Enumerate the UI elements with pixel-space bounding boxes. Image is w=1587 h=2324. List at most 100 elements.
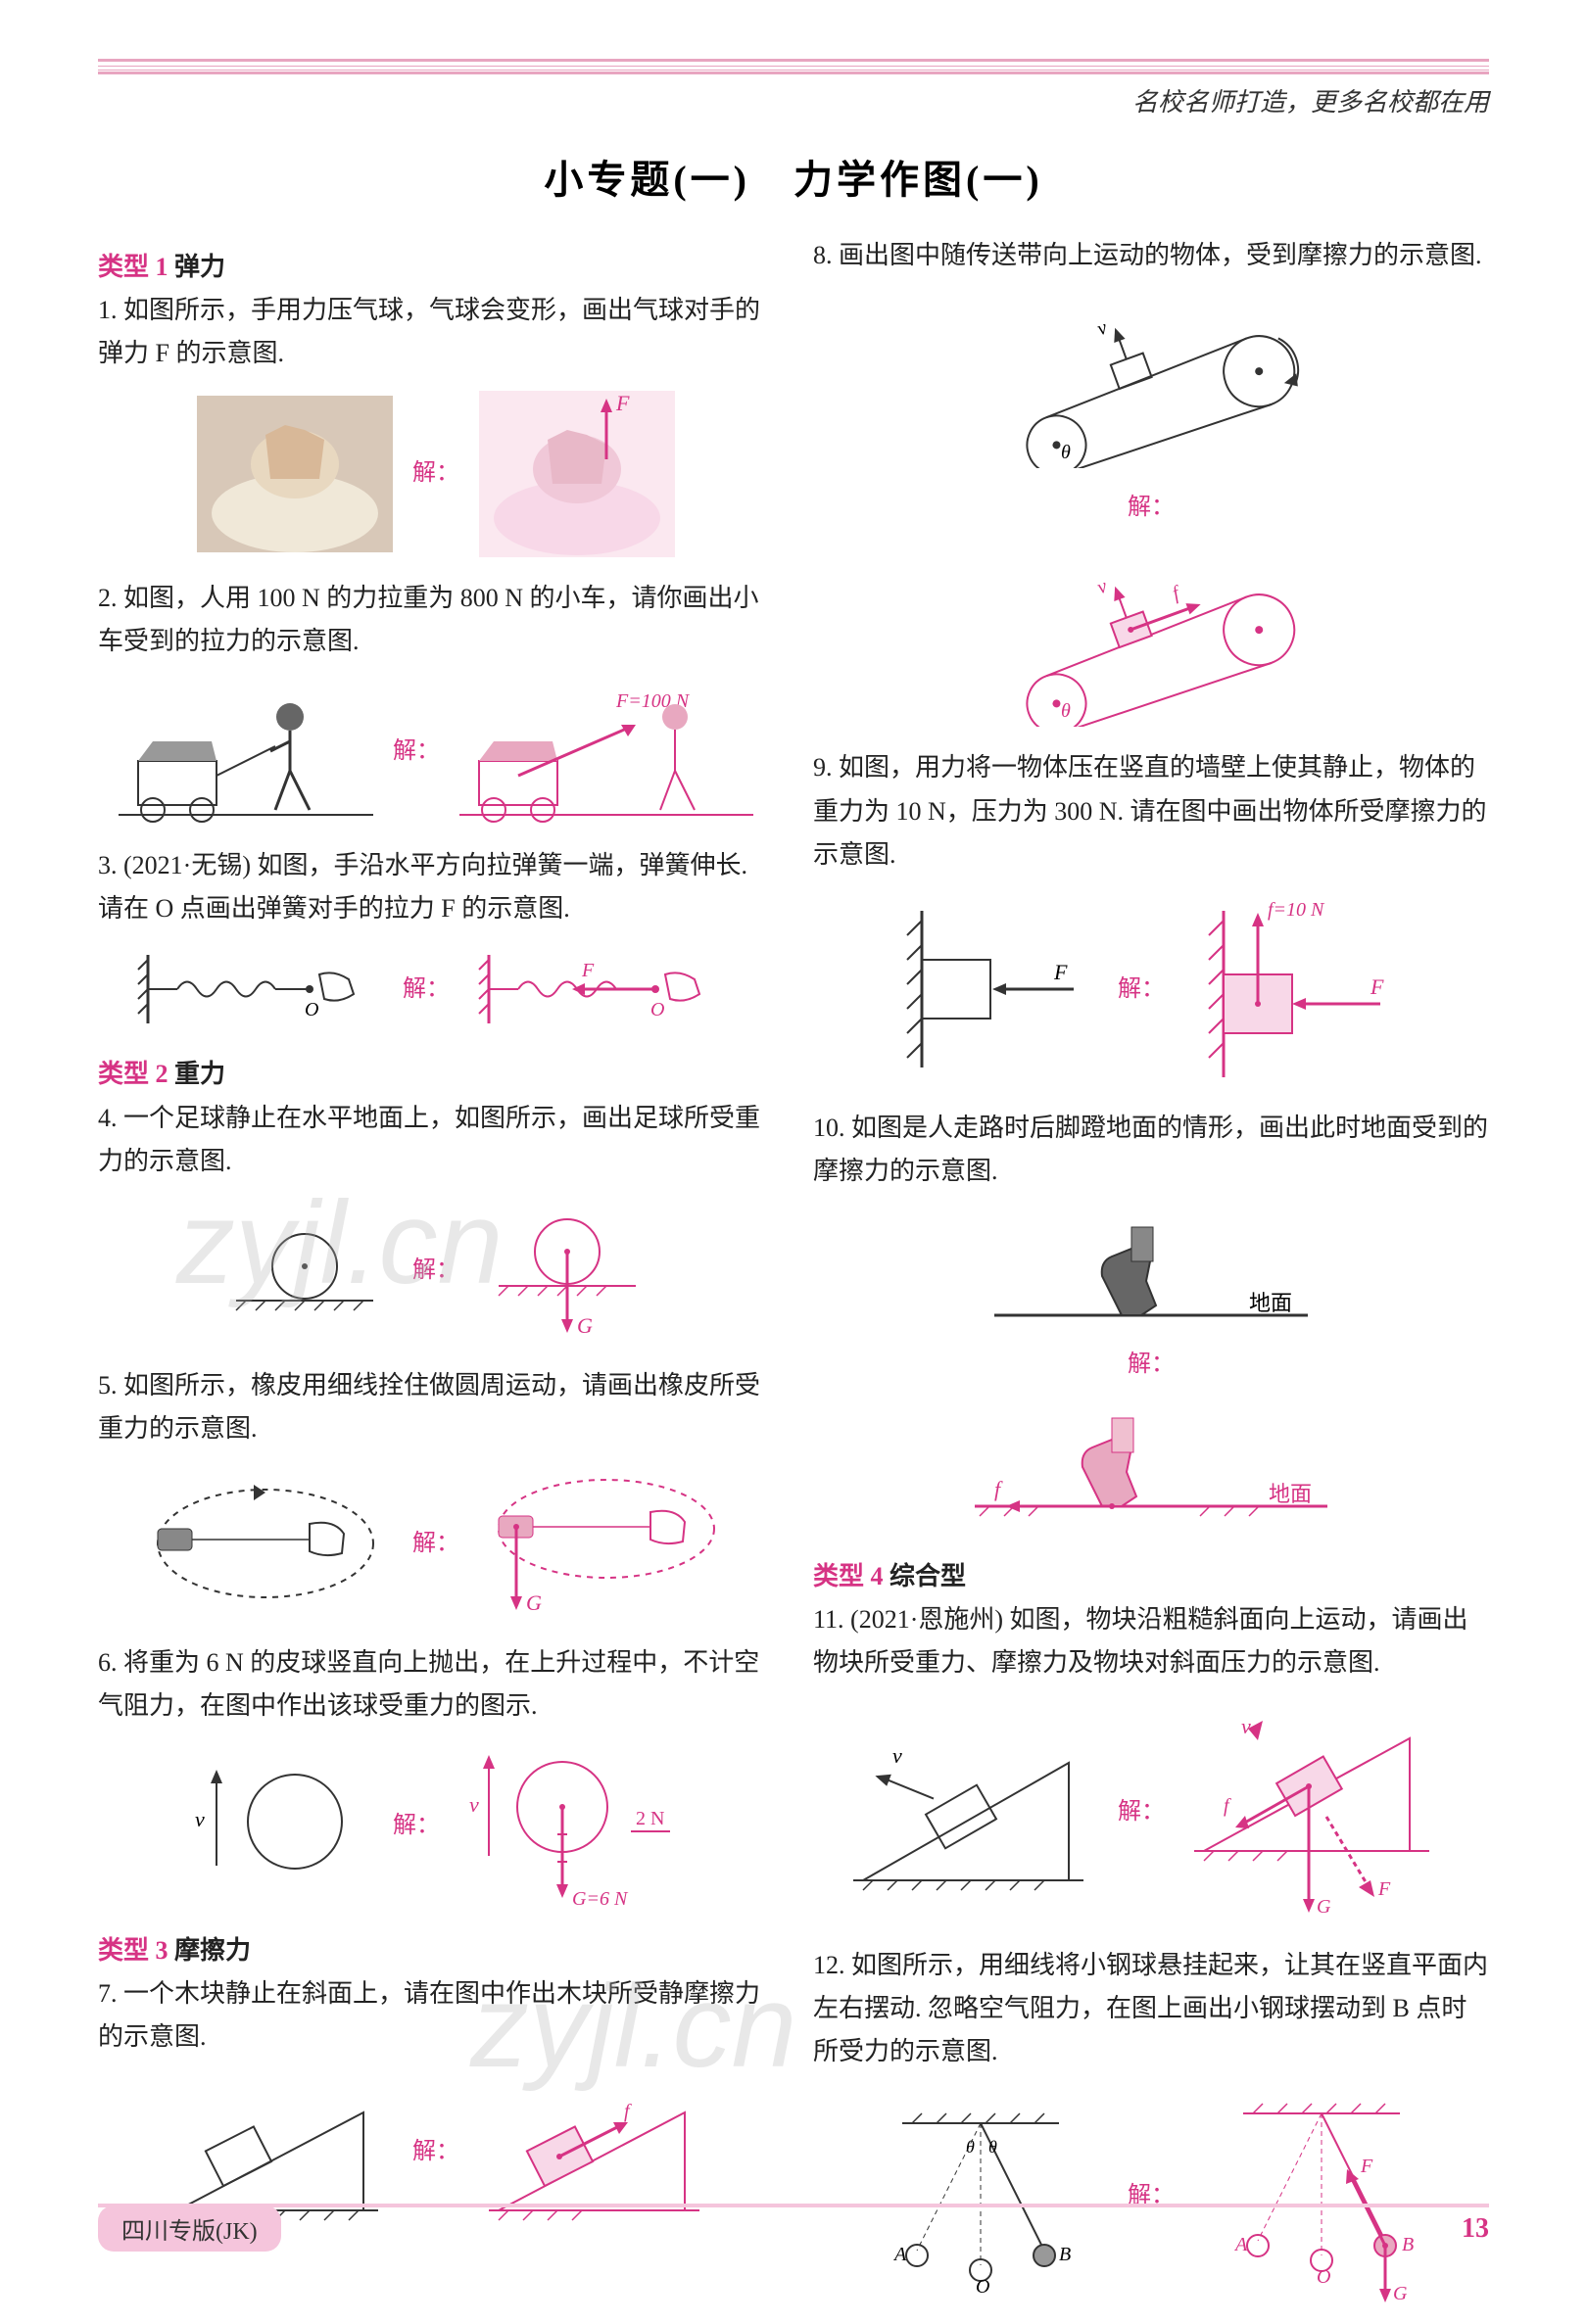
svg-text:f=10 N: f=10 N <box>1268 899 1325 921</box>
q6-text: 6. 将重为 6 N 的皮球竖直向上抛出，在上升过程中，不计空气阻力，在图中作出… <box>98 1648 759 1720</box>
q10-text: 10. 如图是人走路时后脚蹬地面的情形，画出此时地面受到的摩擦力的示意图. <box>813 1114 1488 1185</box>
svg-text:v: v <box>469 1792 479 1817</box>
svg-text:G: G <box>1393 2283 1408 2304</box>
svg-text:θ: θ <box>1061 442 1071 463</box>
page-number: 13 <box>1462 2213 1489 2245</box>
q4-diagrams: 解： G <box>98 1198 774 1345</box>
type4-name: 综合型 <box>890 1562 966 1590</box>
q9-text: 9. 如图，用力将一物体压在竖直的墙壁上使其静止，物体的重力为 10 N，压力为… <box>813 753 1487 868</box>
type1-label: 类型 1 弹力 <box>98 246 774 289</box>
header-rule <box>98 59 1489 74</box>
q5-diagram-sol: G <box>479 1465 734 1622</box>
question-5: 5. 如图所示，橡皮用细线拴住做圆周运动，请画出橡皮所受重力的示意图. 解： <box>98 1364 774 1622</box>
q11-diagram-sol: G f F v <box>1184 1699 1459 1924</box>
q12-text: 12. 如图所示，用细线将小钢球悬挂起来，让其在竖直平面内左右摆动. 忽略空气阻… <box>813 1951 1488 2065</box>
svg-text:F: F <box>1360 2156 1373 2177</box>
q2-text: 2. 如图，人用 100 N 的力拉重为 800 N 的小车，请你画出小车受到的… <box>98 584 759 655</box>
q4-diagram-orig <box>216 1212 393 1330</box>
q9-diagram-sol: F f=10 N <box>1184 891 1419 1087</box>
q5-sol-label: 解： <box>412 1524 459 1564</box>
svg-text:θ: θ <box>988 2137 997 2157</box>
q3-sol-label: 解： <box>403 970 450 1010</box>
svg-text:f: f <box>624 2101 632 2122</box>
right-column: 8. 画出图中随传送带向上运动的物体，受到摩擦力的示意图. v <box>813 234 1489 2324</box>
type2-name: 重力 <box>174 1060 225 1088</box>
type3-num: 类型 3 <box>98 1936 168 1965</box>
q3-diagram-sol: O F <box>469 945 744 1033</box>
q1-diagrams: 解： F <box>98 391 774 557</box>
svg-text:O: O <box>976 2276 989 2295</box>
q4-sol-label: 解： <box>412 1251 459 1291</box>
q11-text: 11. (2021·恩施州) 如图，物块沿粗糙斜面向上运动，请画出物块所受重力、… <box>813 1605 1468 1677</box>
tagline: 名校名师打造，更多名校都在用 <box>98 82 1489 119</box>
q1-diagram-orig <box>197 396 393 552</box>
svg-text:v: v <box>1241 1714 1251 1738</box>
svg-text:f: f <box>1170 582 1184 604</box>
q11-sol-label: 解： <box>1118 1792 1165 1832</box>
svg-text:O: O <box>650 999 664 1020</box>
svg-text:2 N: 2 N <box>636 1808 664 1829</box>
left-column: 类型 1 弹力 1. 如图所示，手用力压气球，气球会变形，画出气球对手的弹力 F… <box>98 234 774 2324</box>
q8-diagram-sol: v f θ <box>985 550 1318 727</box>
q8-diagrams: v θ 解： <box>813 292 1489 727</box>
svg-text:O: O <box>305 999 318 1020</box>
type3-name: 摩擦力 <box>174 1936 251 1965</box>
page-title: 小专题(一) 力学作图(一) <box>98 148 1489 205</box>
edition-label: 四川专版(JK) <box>98 2205 281 2252</box>
q5-diagram-orig <box>138 1475 393 1612</box>
q2-diagram-orig <box>119 678 373 825</box>
svg-text:θ: θ <box>966 2137 975 2157</box>
type3-label: 类型 3 摩擦力 <box>98 1929 774 1972</box>
q4-diagram-sol: G <box>479 1198 655 1345</box>
question-8: 8. 画出图中随传送带向上运动的物体，受到摩擦力的示意图. v <box>813 234 1489 727</box>
q5-text: 5. 如图所示，橡皮用细线拴住做圆周运动，请画出橡皮所受重力的示意图. <box>98 1371 760 1443</box>
q6-diagrams: v 解： v 2 N G=6 N <box>98 1743 774 1910</box>
q3-diagram-orig: O <box>128 945 383 1033</box>
q1-diagram-sol: F <box>479 391 675 557</box>
q3-diagrams: O 解： O F <box>98 945 774 1033</box>
question-10: 10. 如图是人走路时后脚蹬地面的情形，画出此时地面受到的摩擦力的示意图. 地面… <box>813 1107 1489 1536</box>
type4-label: 类型 4 综合型 <box>813 1555 1489 1598</box>
q9-diagrams: F 解： F f=10 N <box>813 891 1489 1087</box>
q1-text: 1. 如图所示，手用力压气球，气球会变形，画出气球对手的弹力 F 的示意图. <box>98 296 760 367</box>
question-7: 7. 一个木块静止在斜面上，请在图中作出木块所受静摩擦力的示意图. 解： <box>98 1972 774 2230</box>
q8-sol-label: 解： <box>1128 495 1175 520</box>
q6-diagram-sol: v 2 N G=6 N <box>459 1743 695 1910</box>
question-4: 4. 一个足球静止在水平地面上，如图所示，画出足球所受重力的示意图. 解： <box>98 1097 774 1345</box>
q12-diagram-sol: F G A O B <box>1194 2089 1449 2304</box>
q3-text: 3. (2021·无锡) 如图，手沿水平方向拉弹簧一端，弹簧伸长. 请在 O 点… <box>98 851 747 923</box>
svg-text:F: F <box>615 391 630 415</box>
q4-text: 4. 一个足球静止在水平地面上，如图所示，画出足球所受重力的示意图. <box>98 1104 760 1175</box>
type2-label: 类型 2 重力 <box>98 1053 774 1096</box>
q11-diagram-orig: v <box>843 1714 1098 1910</box>
svg-text:地面: 地面 <box>1249 1291 1292 1315</box>
question-6: 6. 将重为 6 N 的皮球竖直向上抛出，在上升过程中，不计空气阻力，在图中作出… <box>98 1641 774 1909</box>
svg-text:f: f <box>994 1477 1003 1501</box>
svg-text:G=6 N: G=6 N <box>572 1888 629 1910</box>
q12-diagram-orig: A O B θ θ <box>853 2099 1108 2295</box>
q10-diagram-sol: f 地面 <box>955 1399 1347 1536</box>
type2-num: 类型 2 <box>98 1060 168 1088</box>
question-9: 9. 如图，用力将一物体压在竖直的墙壁上使其静止，物体的重力为 10 N，压力为… <box>813 746 1489 1087</box>
svg-text:G: G <box>1317 1896 1331 1918</box>
svg-text:v: v <box>1094 576 1110 599</box>
type1-num: 类型 1 <box>98 253 168 281</box>
q11-diagrams: v 解： G f <box>813 1699 1489 1924</box>
type1-name: 弹力 <box>174 253 225 281</box>
q2-sol-label: 解： <box>393 732 440 772</box>
svg-text:G: G <box>577 1313 593 1338</box>
q12-diagrams: A O B θ θ 解： <box>813 2089 1489 2304</box>
q1-sol-label: 解： <box>412 453 459 494</box>
question-11: 11. (2021·恩施州) 如图，物块沿粗糙斜面向上运动，请画出物块所受重力、… <box>813 1598 1489 1924</box>
svg-text:O: O <box>1317 2266 1330 2288</box>
q10-diagrams: 地面 解： f 地面 <box>813 1208 1489 1535</box>
q9-sol-label: 解： <box>1118 970 1165 1010</box>
q2-diagram-sol: F=100 N <box>459 678 753 825</box>
q7-text: 7. 一个木块静止在斜面上，请在图中作出木块所受静摩擦力的示意图. <box>98 1979 760 2051</box>
svg-text:v: v <box>1094 317 1110 341</box>
svg-text:F: F <box>581 960 595 981</box>
question-1: 1. 如图所示，手用力压气球，气球会变形，画出气球对手的弹力 F 的示意图. 解… <box>98 289 774 556</box>
question-3: 3. (2021·无锡) 如图，手沿水平方向拉弹簧一端，弹簧伸长. 请在 O 点… <box>98 844 774 1033</box>
q10-diagram-orig: 地面 <box>975 1208 1327 1335</box>
q8-diagram-orig: v θ <box>985 292 1318 468</box>
